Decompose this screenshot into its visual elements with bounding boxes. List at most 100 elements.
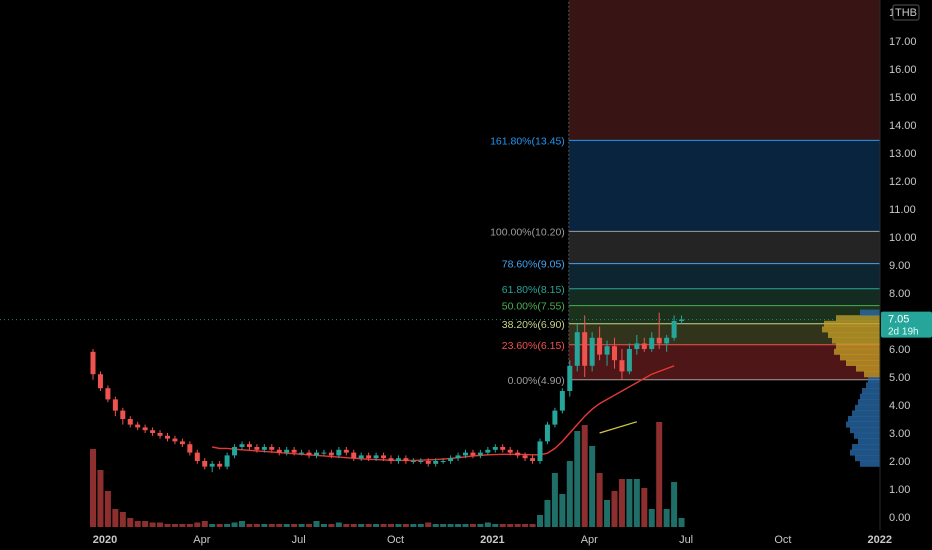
volume-profile-bin — [834, 348, 880, 355]
fib-zone — [568, 263, 880, 289]
candle-body — [179, 441, 185, 445]
candle-body — [507, 449, 513, 453]
candle-body — [530, 458, 536, 461]
candle-body — [634, 343, 640, 349]
price-tick-label: 11.00 — [889, 204, 916, 216]
candle-body — [321, 452, 327, 454]
candle-body — [448, 458, 454, 461]
candle-body — [165, 435, 170, 439]
volume-profile-bin — [836, 315, 880, 322]
volume-bar — [380, 524, 387, 527]
volume-bar — [574, 431, 581, 527]
volume-bar — [663, 509, 670, 527]
volume-profile-bin — [846, 360, 880, 366]
candle-body — [671, 321, 677, 338]
volume-bars — [90, 422, 685, 527]
candle-body — [239, 444, 245, 447]
candle-body — [477, 452, 483, 456]
price-tick-label: 6.00 — [889, 344, 910, 356]
volume-bar — [492, 524, 499, 527]
volume-bar — [648, 509, 655, 527]
volume-bar — [589, 446, 596, 527]
candle-body — [90, 351, 96, 375]
volume-profile-bin — [864, 371, 880, 378]
volume-profile-bin — [850, 449, 880, 456]
volume-bar — [261, 524, 268, 527]
volume-profile-bin — [832, 337, 880, 344]
volume-bar — [306, 524, 313, 527]
volume-bar — [119, 512, 126, 527]
volume-bar — [90, 449, 96, 527]
price-axis-panel[interactable] — [880, 0, 932, 550]
fib-level-label: 78.60%(9.05) — [502, 259, 565, 271]
candle-body — [597, 337, 603, 355]
volume-bar — [440, 524, 447, 527]
fib-level-label: 61.80%(8.15) — [502, 284, 565, 296]
candle-body — [254, 447, 260, 450]
fib-level-label: 100.00%(10.20) — [490, 226, 565, 238]
candle-body — [589, 337, 595, 366]
candle-body — [403, 458, 409, 461]
volume-bar — [239, 521, 245, 527]
candle-body — [492, 447, 498, 450]
time-tick-label: Jul — [292, 534, 306, 546]
volume-bar — [142, 521, 149, 527]
fib-zone — [568, 288, 880, 306]
time-axis-panel[interactable] — [0, 530, 880, 550]
volume-bar — [447, 524, 454, 527]
volume-bar — [477, 524, 484, 527]
trend-line[interactable] — [599, 421, 638, 434]
candle-body — [410, 461, 416, 462]
candle-body — [418, 461, 424, 462]
volume-bar — [104, 491, 111, 527]
volume-profile-bin — [824, 320, 880, 327]
fib-zone — [568, 231, 880, 264]
price-tick-label-partial: 1 — [889, 7, 895, 19]
volume-bar — [358, 524, 365, 527]
volume-bar — [149, 522, 156, 527]
volume-bar — [134, 521, 141, 527]
volume-bar — [484, 522, 491, 527]
volume-profile-bin — [855, 404, 880, 411]
candle-body — [515, 452, 521, 456]
volume-bar — [596, 473, 603, 527]
volume-bar — [373, 524, 380, 527]
currency-box[interactable] — [892, 4, 920, 21]
volume-bar — [507, 524, 514, 527]
volume-bar — [194, 522, 201, 527]
volume-profile — [822, 309, 880, 467]
candle-body — [381, 455, 387, 459]
price-tick-label: 12.00 — [889, 176, 917, 188]
time-tick-label: Apr — [581, 534, 598, 546]
volume-bar — [216, 524, 223, 527]
fib-retracement-tool[interactable]: 0.00%(4.90) 23.60%(6.15) 38.20%(6.90) 50.00… — [490, 0, 880, 387]
candle-body — [105, 388, 111, 400]
volume-bar — [209, 524, 216, 527]
candle-body — [351, 452, 357, 459]
volume-profile-bin — [822, 326, 880, 333]
price-tick-label: 4.00 — [889, 400, 910, 412]
candle-body — [664, 337, 670, 344]
volume-bar — [313, 521, 320, 527]
candle-body — [641, 343, 647, 349]
volume-bar — [186, 524, 193, 527]
volume-bar — [425, 522, 432, 527]
volume-profile-bin — [852, 444, 880, 450]
volume-profile-bin — [858, 399, 880, 406]
candle-body — [217, 463, 223, 467]
fib-zone-top — [568, 0, 880, 141]
candle-body — [336, 449, 342, 456]
fib-level-label: 38.20%(6.90) — [502, 319, 565, 331]
candle-body — [276, 449, 282, 453]
time-tick-label: Apr — [193, 534, 210, 546]
volume-bar — [633, 479, 640, 527]
candle-body — [425, 461, 431, 464]
candle-body — [373, 455, 379, 459]
candle-body — [433, 461, 439, 464]
volume-profile-bin — [855, 455, 880, 462]
candle-body — [194, 452, 200, 461]
price-tick-label: 8.00 — [889, 288, 910, 300]
volume-bar — [626, 479, 633, 527]
